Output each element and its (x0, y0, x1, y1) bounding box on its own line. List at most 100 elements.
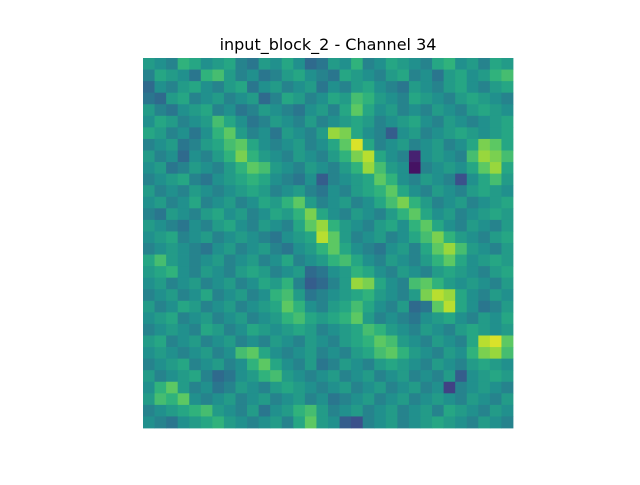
heatmap-cell (212, 404, 225, 417)
heatmap-cell (432, 196, 445, 209)
heatmap-cell (328, 196, 340, 209)
heatmap-cell (443, 300, 456, 313)
heatmap-cell (432, 277, 445, 290)
heatmap-cell (270, 81, 283, 94)
heatmap-cell (293, 127, 306, 140)
heatmap-cell (316, 185, 329, 198)
heatmap-cell (339, 69, 352, 82)
heatmap-cell (212, 162, 225, 175)
heatmap-cell (154, 323, 167, 336)
heatmap-cell (455, 104, 468, 117)
heatmap-cell (339, 138, 352, 151)
heatmap-cell (339, 277, 352, 290)
heatmap-cell (316, 404, 329, 417)
heatmap-cell (212, 115, 225, 128)
heatmap-cell (200, 266, 213, 279)
heatmap-cell (143, 162, 155, 175)
heatmap-cell (397, 185, 410, 198)
heatmap-cell (177, 58, 190, 70)
heatmap-cell (328, 115, 340, 128)
heatmap-cell (235, 393, 248, 406)
heatmap-cell (247, 173, 260, 186)
heatmap-cell (328, 81, 340, 94)
heatmap-cell (143, 185, 155, 198)
heatmap-cell (235, 289, 248, 302)
heatmap-cell (143, 370, 155, 383)
heatmap-cell (455, 69, 468, 82)
heatmap-cell (501, 104, 514, 117)
heatmap-cell (489, 358, 502, 371)
heatmap-cell (143, 323, 155, 336)
heatmap-cell (489, 381, 502, 394)
heatmap-cell (328, 312, 340, 325)
heatmap-cell (212, 312, 225, 325)
heatmap-cell (443, 370, 456, 383)
heatmap-cell (362, 358, 375, 371)
heatmap-cell (466, 115, 479, 128)
heatmap-cell (466, 347, 479, 360)
heatmap-cell (420, 92, 433, 105)
heatmap-cell (281, 196, 294, 209)
heatmap-cell (408, 277, 421, 290)
heatmap-cell (351, 300, 364, 313)
heatmap-cell (432, 381, 445, 394)
heatmap-cell (200, 208, 213, 221)
heatmap-cell (432, 150, 445, 163)
heatmap-cell (212, 138, 225, 151)
heatmap-cell (177, 277, 190, 290)
heatmap-cell (281, 347, 294, 360)
heatmap-cell (304, 219, 317, 232)
heatmap-cell (374, 381, 387, 394)
heatmap-cell (270, 92, 283, 105)
heatmap-cell (466, 81, 479, 94)
heatmap-cell (328, 127, 340, 140)
heatmap-cell (455, 416, 468, 429)
heatmap-cell (177, 266, 190, 279)
heatmap-cell (189, 150, 202, 163)
heatmap-cell (478, 231, 491, 244)
heatmap-cell (374, 347, 387, 360)
heatmap-cell (293, 81, 306, 94)
heatmap-cell (154, 115, 167, 128)
heatmap-cell (489, 289, 502, 302)
heatmap-cell (281, 312, 294, 325)
heatmap-cell (432, 208, 445, 221)
heatmap-cell (270, 254, 283, 267)
heatmap-cell (316, 81, 329, 94)
heatmap-cell (223, 115, 236, 128)
heatmap-cell (455, 231, 468, 244)
heatmap-cell (270, 323, 283, 336)
heatmap-cell (362, 300, 375, 313)
heatmap-cell (455, 289, 468, 302)
heatmap-cell (374, 115, 387, 128)
heatmap-cell (351, 69, 364, 82)
heatmap-cell (166, 81, 179, 94)
heatmap-cell (189, 208, 202, 221)
heatmap-cell (374, 231, 387, 244)
heatmap-cell (189, 219, 202, 232)
heatmap-cell (258, 277, 271, 290)
heatmap-cell (235, 347, 248, 360)
heatmap-cell (501, 138, 514, 151)
heatmap-cell (408, 231, 421, 244)
heatmap-cell (247, 404, 260, 417)
heatmap-cell (466, 323, 479, 336)
heatmap-cell (420, 416, 433, 429)
heatmap-cell (293, 58, 306, 70)
heatmap-cell (316, 277, 329, 290)
heatmap-cell (478, 335, 491, 348)
heatmap-cell (166, 173, 179, 186)
heatmap-cell (177, 335, 190, 348)
heatmap-cell (154, 231, 167, 244)
heatmap-cell (258, 312, 271, 325)
heatmap-cell (316, 266, 329, 279)
heatmap-cell (143, 404, 155, 417)
heatmap-cell (154, 300, 167, 313)
heatmap-cell (432, 300, 445, 313)
heatmap-cell (362, 254, 375, 267)
heatmap-cell (432, 185, 445, 198)
heatmap-cell (281, 115, 294, 128)
heatmap-cell (281, 81, 294, 94)
heatmap-cell (466, 162, 479, 175)
heatmap-cell (166, 381, 179, 394)
